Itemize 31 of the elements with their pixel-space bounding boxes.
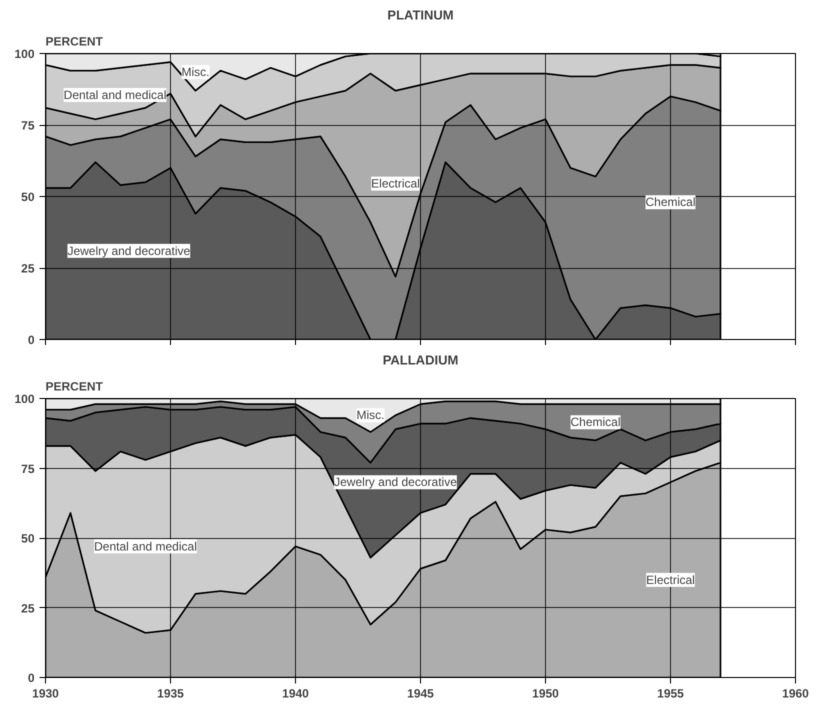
series-label: Chemical [570,415,621,430]
y-tick-label: 0 [28,671,35,685]
series-label: Misc. [182,65,210,80]
x-tick-label: 1955 [657,686,684,700]
y-tick-label: 50 [21,532,35,546]
y-tick-label: 25 [21,601,35,616]
series-label: Dental and medical [94,539,197,554]
series-label: Electrical [371,176,420,191]
y-axis-title: PERCENT [46,34,104,48]
x-tick-label: 1940 [282,686,310,700]
x-tick-label: 1930 [32,686,60,700]
x-tick-label: 1945 [407,686,434,700]
x-tick-label: 1935 [157,686,184,700]
series-label: Misc. [356,408,384,422]
series-label: Jewelry and decorative [334,475,458,490]
y-axis-title: PERCENT [46,380,104,394]
y-tick-label: 75 [21,118,35,132]
series-label: Dental and medical [64,88,166,102]
series-label: Electrical [646,572,695,587]
y-tick-label: 100 [14,47,35,61]
chart-title: PLATINUM [387,8,454,22]
y-tick-label: 0 [28,333,35,347]
y-tick-label: 100 [14,392,35,406]
series-label: Jewelry and decorative [67,244,190,258]
y-tick-label: 50 [21,190,35,204]
x-tick-label: 1950 [532,686,560,700]
series-label: Chemical [645,195,696,210]
y-tick-label: 25 [21,262,35,276]
y-tick-label: 75 [21,462,35,476]
x-tick-label: 1960 [782,686,810,700]
chart-title: PALLADIUM [382,352,458,368]
